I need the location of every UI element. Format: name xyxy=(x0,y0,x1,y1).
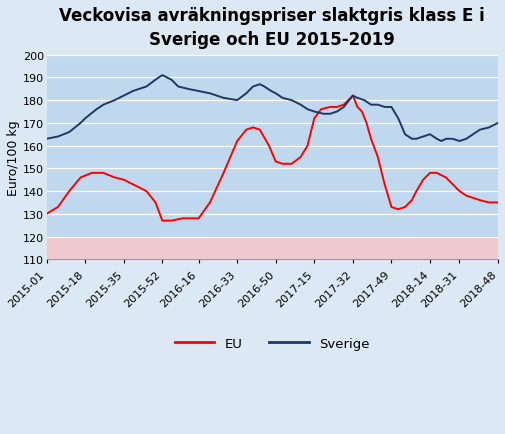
Bar xyxy=(46,237,498,260)
Title: Veckovisa avräkningspriser slaktgris klass E i
Sverige och EU 2015-2019: Veckovisa avräkningspriser slaktgris kla… xyxy=(60,7,485,49)
Bar xyxy=(46,56,498,237)
Legend: EU, Sverige: EU, Sverige xyxy=(170,332,375,355)
Y-axis label: Euro/100 kg: Euro/100 kg xyxy=(7,120,20,195)
